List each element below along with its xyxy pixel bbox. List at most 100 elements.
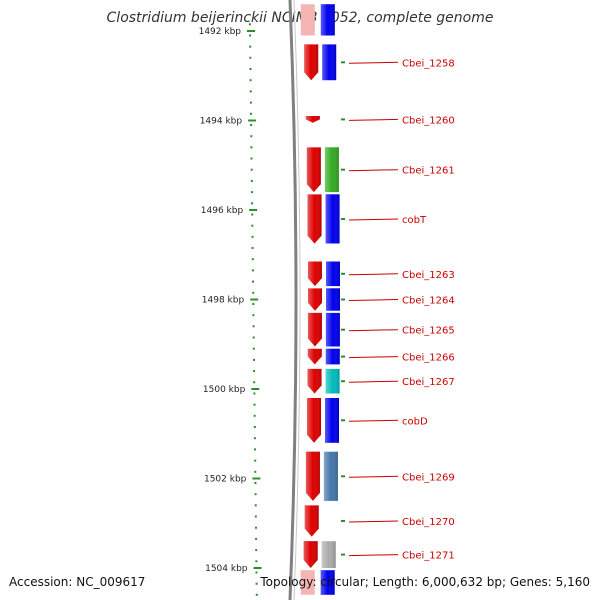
edge-cds <box>300 4 315 36</box>
cds-arrow <box>304 44 319 81</box>
backbone-shadow <box>293 0 301 600</box>
gene-label: Cbei_1261 <box>402 166 455 177</box>
cog-block <box>322 44 337 81</box>
minor-tick <box>255 593 258 596</box>
label-leader <box>348 118 399 121</box>
cog-block <box>321 541 336 568</box>
gene-label: Cbei_1263 <box>402 270 455 281</box>
cds-arrow <box>307 397 322 443</box>
minor-tick <box>253 381 256 384</box>
minor-tick <box>249 68 252 70</box>
feature-marker <box>341 218 345 220</box>
cog-block <box>324 147 339 193</box>
minor-tick <box>251 269 254 272</box>
gene-label: Cbei_1260 <box>402 115 455 126</box>
minor-tick <box>252 314 255 317</box>
minor-tick <box>250 191 253 194</box>
cog-block <box>326 288 340 311</box>
label-leader <box>348 554 399 557</box>
minor-tick <box>255 582 258 585</box>
ruler-tick-label: 1504 kbp <box>205 564 248 574</box>
ruler-tick-label: 1502 kbp <box>204 475 247 485</box>
gene-label: Cbei_1270 <box>402 517 455 528</box>
minor-tick <box>251 213 254 216</box>
minor-tick <box>254 448 256 451</box>
minor-tick <box>251 202 254 205</box>
label-leader <box>348 475 399 478</box>
cog-block <box>326 261 340 287</box>
ruler: 1492 kbp 1494 kbp 1496 kbp 1498 kbp 1500 kbp… <box>199 23 262 596</box>
minor-tick <box>250 168 253 171</box>
minor-tick <box>251 258 254 261</box>
minor-tick <box>250 179 253 182</box>
feature-marker <box>341 298 345 301</box>
minor-tick <box>250 135 253 138</box>
feature-marker <box>341 168 345 171</box>
cog-block <box>323 451 338 501</box>
minor-tick <box>253 358 255 361</box>
minor-tick <box>254 459 257 462</box>
label-leader <box>348 299 399 301</box>
label-leader <box>348 356 399 359</box>
ruler-tick-label: 1496 kbp <box>201 206 244 216</box>
edge-block <box>320 4 335 36</box>
minor-tick <box>255 526 257 529</box>
accession-label: Accession: NC_009617 <box>9 575 146 589</box>
minor-tick <box>249 34 252 37</box>
label-leader <box>348 419 399 422</box>
minor-tick <box>249 79 252 82</box>
gene-labels: Cbei_1258 Cbei_1260 Cbei_1261 cobT Cbei_1263… <box>341 58 455 562</box>
ruler-tick-label: 1492 kbp <box>199 27 242 37</box>
minor-tick <box>254 493 257 496</box>
minor-tick <box>250 146 253 149</box>
label-leader <box>348 520 399 523</box>
cds-arrow <box>307 261 322 287</box>
feature-marker <box>341 61 345 64</box>
backbone-arc <box>288 0 298 600</box>
feature-marker <box>341 520 345 522</box>
minor-tick <box>254 515 257 518</box>
minor-tick <box>248 23 251 26</box>
minor-tick <box>252 347 255 350</box>
cds-arrow <box>307 288 322 311</box>
ruler-tick-label: 1494 kbp <box>200 117 243 127</box>
minor-tick <box>255 571 258 574</box>
minor-tick <box>251 224 254 227</box>
minor-tick <box>252 291 255 294</box>
feature-marker <box>341 380 345 383</box>
cds-arrow <box>305 451 320 501</box>
minor-tick <box>253 437 256 440</box>
gene-label: Cbei_1267 <box>402 377 455 388</box>
minor-tick <box>249 56 252 59</box>
backbone <box>288 0 301 600</box>
gene-label: Cbei_1266 <box>402 353 455 364</box>
cds-arrow <box>305 116 320 123</box>
cds-arrow <box>303 541 318 568</box>
ruler-tick-label: 1498 kbp <box>202 296 245 306</box>
minor-tick <box>252 280 254 283</box>
gene-label: Cbei_1265 <box>402 326 455 337</box>
minor-tick <box>251 235 254 238</box>
label-leader <box>348 169 399 172</box>
minor-tick <box>253 392 256 395</box>
minor-tick <box>253 414 256 417</box>
cds-arrow <box>307 348 322 365</box>
cog-block <box>325 368 340 394</box>
feature-marker <box>341 419 345 422</box>
label-leader <box>348 273 399 276</box>
cds-track <box>300 4 340 595</box>
gene-label: Cbei_1258 <box>402 58 455 69</box>
minor-tick <box>255 560 258 563</box>
feature-marker <box>341 272 345 275</box>
gene-label: cobD <box>402 416 428 427</box>
minor-tick <box>249 101 252 104</box>
gene-label: Cbei_1264 <box>402 296 455 307</box>
feature-marker <box>341 328 345 331</box>
label-leader <box>348 61 399 64</box>
minor-tick <box>249 90 252 93</box>
minor-tick <box>253 426 256 428</box>
label-leader <box>348 329 399 332</box>
gene-label: cobT <box>402 215 427 226</box>
minor-tick <box>251 247 254 249</box>
cog-block <box>325 398 339 443</box>
